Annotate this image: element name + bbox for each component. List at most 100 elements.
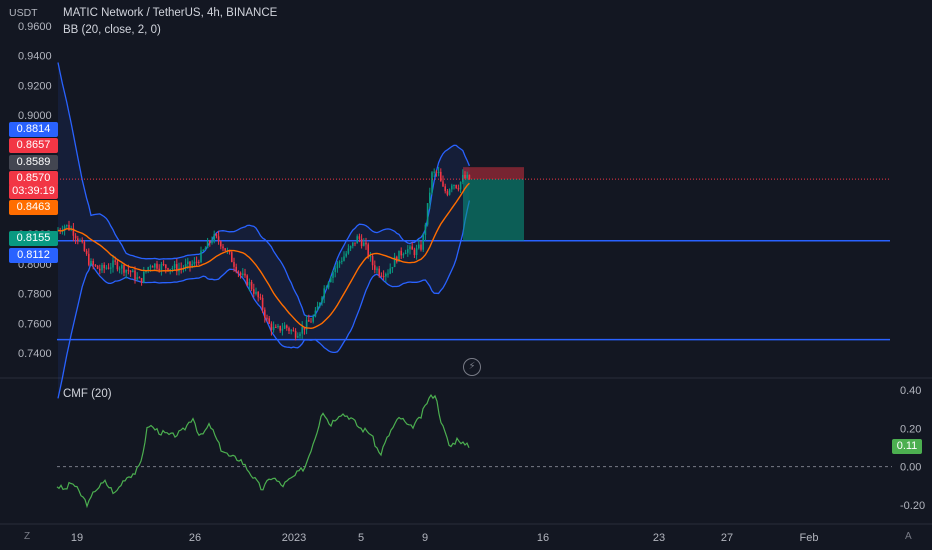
candle-body bbox=[360, 238, 363, 246]
candle-body bbox=[77, 238, 79, 242]
candle-body bbox=[294, 331, 297, 338]
candle-body bbox=[250, 282, 253, 290]
candle-body bbox=[272, 326, 275, 331]
candle-body bbox=[184, 264, 187, 269]
candle-body bbox=[191, 264, 193, 266]
cmf-line bbox=[56, 393, 470, 509]
candle-body bbox=[455, 184, 457, 189]
candle-body bbox=[107, 267, 110, 269]
lightning-icon[interactable]: ⚡ bbox=[463, 358, 481, 376]
candle-body bbox=[154, 263, 156, 268]
candle-body bbox=[195, 261, 198, 263]
candle-body bbox=[114, 260, 116, 262]
candle-body bbox=[321, 297, 323, 303]
candle-body bbox=[435, 171, 438, 173]
candle-body bbox=[319, 302, 321, 306]
symbol-title[interactable]: MATIC Network / TetherUS, 4h, BINANCE bbox=[63, 7, 278, 19]
cmf-tick-label: 0.40 bbox=[900, 385, 921, 397]
candle-body bbox=[198, 261, 200, 263]
candle-body bbox=[173, 264, 176, 269]
price-tag: 03:39:19 bbox=[9, 184, 58, 199]
candle-body bbox=[187, 261, 189, 265]
candle-body bbox=[413, 249, 416, 256]
price-tick-label: 0.9200 bbox=[18, 80, 52, 92]
price-tag: 0.8589 bbox=[9, 155, 58, 170]
candle-body bbox=[211, 240, 213, 243]
price-tag: 0.8814 bbox=[9, 122, 58, 137]
position-stop-zone[interactable] bbox=[463, 167, 524, 180]
candle-body bbox=[437, 171, 440, 173]
candle-body bbox=[165, 264, 167, 269]
candle-body bbox=[277, 325, 279, 328]
price-tag: 0.8112 bbox=[9, 248, 58, 263]
candle-body bbox=[338, 261, 341, 264]
candle-body bbox=[224, 248, 226, 251]
candle-body bbox=[253, 289, 255, 294]
candle-body bbox=[281, 328, 284, 331]
candle-body bbox=[301, 326, 303, 334]
candle-body bbox=[242, 273, 244, 275]
candle-body bbox=[259, 297, 262, 299]
candle-body bbox=[101, 264, 103, 271]
candle-body bbox=[261, 297, 264, 310]
candle-body bbox=[292, 330, 295, 332]
time-axis-label: 19 bbox=[71, 532, 83, 544]
candle-body bbox=[171, 268, 174, 270]
bb-basis-line bbox=[57, 182, 470, 330]
candle-body bbox=[85, 250, 88, 254]
time-axis-label: 26 bbox=[189, 532, 201, 544]
candle-body bbox=[325, 287, 328, 289]
candle-body bbox=[189, 261, 191, 266]
cmf-indicator-label[interactable]: CMF (20) bbox=[63, 388, 112, 400]
candle-body bbox=[167, 268, 169, 271]
candle-body bbox=[290, 330, 292, 332]
candle-body bbox=[303, 326, 306, 330]
candle-body bbox=[343, 256, 345, 261]
time-axis-label: 9 bbox=[422, 532, 428, 544]
candle-body bbox=[330, 277, 332, 283]
candle-body bbox=[264, 309, 266, 318]
candle-body bbox=[415, 248, 418, 256]
price-tag: 0.8657 bbox=[9, 138, 58, 153]
candle-body bbox=[440, 171, 442, 182]
price-tag: 0.8570 bbox=[9, 171, 58, 186]
candle-body bbox=[145, 271, 147, 273]
candle-body bbox=[206, 240, 209, 249]
candle-body bbox=[92, 260, 94, 265]
candle-body bbox=[312, 316, 314, 322]
candle-body bbox=[149, 266, 152, 268]
candle-body bbox=[327, 282, 330, 288]
candle-body bbox=[459, 181, 462, 190]
candle-body bbox=[433, 171, 435, 173]
candle-body bbox=[356, 236, 358, 244]
candle-body bbox=[341, 260, 343, 262]
price-tick-label: 0.9600 bbox=[18, 21, 52, 33]
bb-indicator-label[interactable]: BB (20, close, 2, 0) bbox=[63, 24, 161, 36]
auto-scale-icon[interactable]: A bbox=[905, 531, 912, 542]
price-tick-label: 0.7400 bbox=[18, 348, 52, 360]
candle-body bbox=[156, 263, 158, 269]
candle-body bbox=[237, 271, 240, 273]
position-target-zone[interactable] bbox=[463, 179, 524, 241]
candle-body bbox=[204, 248, 207, 251]
candle-body bbox=[402, 254, 405, 256]
candle-body bbox=[270, 323, 273, 331]
candle-body bbox=[391, 267, 394, 269]
candle-body bbox=[457, 188, 460, 190]
bb-upper-band bbox=[57, 62, 471, 318]
candle-body bbox=[158, 268, 160, 271]
time-axis-label: 23 bbox=[653, 532, 665, 544]
candle-body bbox=[66, 224, 68, 227]
candle-body bbox=[68, 224, 70, 231]
candle-body bbox=[138, 277, 141, 279]
candle-body bbox=[314, 310, 317, 317]
timezone-icon[interactable]: Z bbox=[24, 531, 31, 542]
candle-body bbox=[363, 242, 365, 246]
candle-body bbox=[374, 265, 376, 270]
candle-body bbox=[420, 244, 422, 250]
candle-body bbox=[411, 246, 413, 250]
candle-body bbox=[279, 325, 281, 331]
candle-body bbox=[444, 186, 446, 192]
cmf-tick-label: 0.20 bbox=[900, 423, 921, 435]
